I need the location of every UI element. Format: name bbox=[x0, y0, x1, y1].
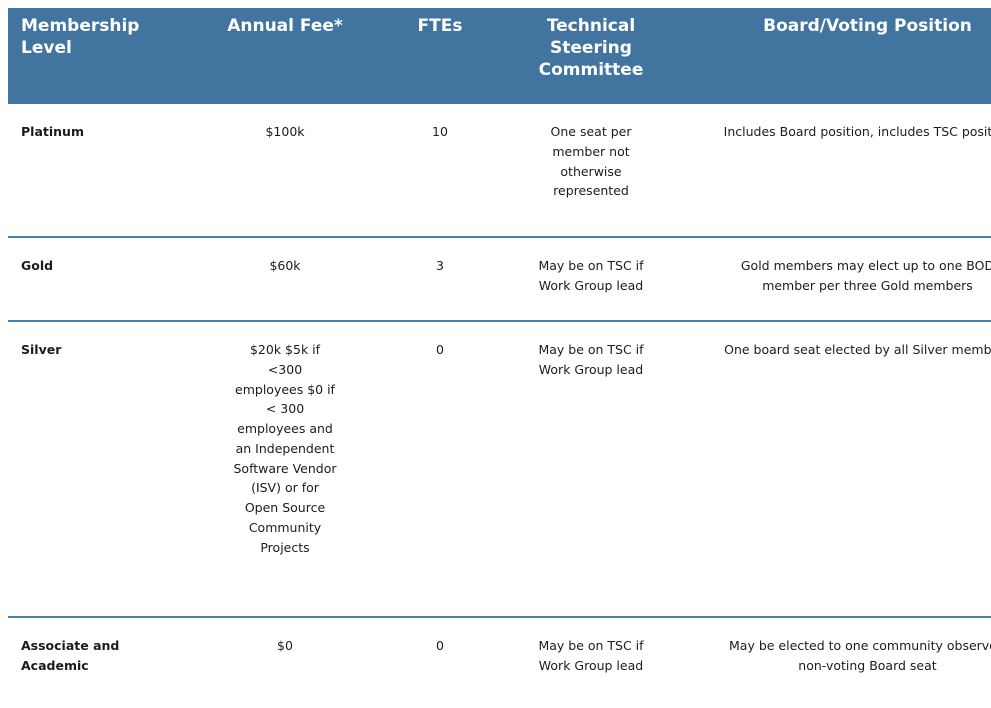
cell-membership-level-text: Silver bbox=[21, 340, 141, 360]
cell-board-text: Gold members may elect up to one BOD mem… bbox=[718, 256, 991, 296]
table-header-row: Membership Level Annual Fee* FTEs Techni… bbox=[8, 8, 991, 104]
cell-ftes-text: 0 bbox=[436, 638, 444, 653]
cell-membership-level: Gold bbox=[8, 237, 195, 321]
cell-annual-fee-text: $0 bbox=[233, 636, 337, 656]
cell-tsc-text: May be on TSC if Work Group lead bbox=[535, 340, 647, 380]
cell-technical-steering-committee: May be on TSC if Work Group lead bbox=[505, 237, 677, 321]
table-row: Platinum $100k 10 One seat per member no… bbox=[8, 104, 991, 237]
cell-board-voting-position: Gold members may elect up to one BOD mem… bbox=[677, 237, 991, 321]
cell-membership-level-text: Platinum bbox=[21, 122, 141, 142]
cell-board-voting-position: May be elected to one community observer… bbox=[677, 617, 991, 708]
cell-ftes-text: 3 bbox=[436, 258, 444, 273]
cell-membership-level: Platinum bbox=[8, 104, 195, 237]
cell-tsc-text: May be on TSC if Work Group lead bbox=[535, 256, 647, 296]
cell-board-text: Includes Board position, includes TSC po… bbox=[718, 122, 991, 142]
cell-ftes: 3 bbox=[375, 237, 505, 321]
cell-annual-fee: $60k bbox=[195, 237, 375, 321]
cell-technical-steering-committee: May be on TSC if Work Group lead bbox=[505, 321, 677, 617]
cell-membership-level-text: Gold bbox=[21, 256, 141, 276]
table-header: Membership Level Annual Fee* FTEs Techni… bbox=[8, 8, 991, 104]
cell-ftes-text: 10 bbox=[432, 124, 448, 139]
cell-annual-fee: $100k bbox=[195, 104, 375, 237]
cell-annual-fee-text: $20k $5k if <300 employees $0 if < 300 e… bbox=[233, 340, 337, 557]
membership-levels-table: Membership Level Annual Fee* FTEs Techni… bbox=[8, 8, 991, 708]
cell-tsc-text: May be on TSC if Work Group lead bbox=[535, 636, 647, 676]
cell-membership-level: Silver bbox=[8, 321, 195, 617]
cell-annual-fee: $0 bbox=[195, 617, 375, 708]
cell-board-voting-position: One board seat elected by all Silver mem… bbox=[677, 321, 991, 617]
table-row: Gold $60k 3 May be on TSC if Work Group … bbox=[8, 237, 991, 321]
cell-annual-fee: $20k $5k if <300 employees $0 if < 300 e… bbox=[195, 321, 375, 617]
cell-membership-level-text: Associate and Academic bbox=[21, 636, 141, 676]
cell-annual-fee-text: $100k bbox=[233, 122, 337, 142]
cell-ftes: 0 bbox=[375, 617, 505, 708]
column-header-annual-fee: Annual Fee* bbox=[195, 8, 375, 104]
cell-ftes-text: 0 bbox=[436, 342, 444, 357]
cell-annual-fee-text: $60k bbox=[233, 256, 337, 276]
table-body: Platinum $100k 10 One seat per member no… bbox=[8, 104, 991, 708]
column-header-ftes: FTEs bbox=[375, 8, 505, 104]
membership-table-container: Membership Level Annual Fee* FTEs Techni… bbox=[0, 0, 991, 672]
cell-technical-steering-committee: May be on TSC if Work Group lead bbox=[505, 617, 677, 708]
cell-board-text: One board seat elected by all Silver mem… bbox=[718, 340, 991, 360]
column-header-membership-level: Membership Level bbox=[8, 8, 195, 104]
column-header-board-voting-position: Board/Voting Position bbox=[677, 8, 991, 104]
cell-tsc-text: One seat per member not otherwise repres… bbox=[535, 122, 647, 201]
column-header-technical-steering-committee: Technical Steering Committee bbox=[505, 8, 677, 104]
cell-board-voting-position: Includes Board position, includes TSC po… bbox=[677, 104, 991, 237]
table-row: Silver $20k $5k if <300 employees $0 if … bbox=[8, 321, 991, 617]
cell-ftes: 10 bbox=[375, 104, 505, 237]
cell-ftes: 0 bbox=[375, 321, 505, 617]
table-row: Associate and Academic $0 0 May be on TS… bbox=[8, 617, 991, 708]
cell-membership-level: Associate and Academic bbox=[8, 617, 195, 708]
cell-technical-steering-committee: One seat per member not otherwise repres… bbox=[505, 104, 677, 237]
cell-board-text: May be elected to one community observer… bbox=[718, 636, 991, 676]
